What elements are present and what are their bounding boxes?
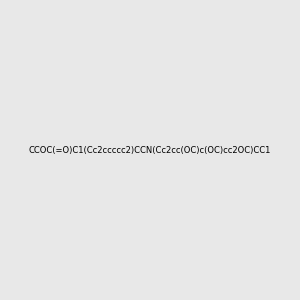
Text: CCOC(=O)C1(Cc2ccccc2)CCN(Cc2cc(OC)c(OC)cc2OC)CC1: CCOC(=O)C1(Cc2ccccc2)CCN(Cc2cc(OC)c(OC)c… [29, 146, 271, 154]
